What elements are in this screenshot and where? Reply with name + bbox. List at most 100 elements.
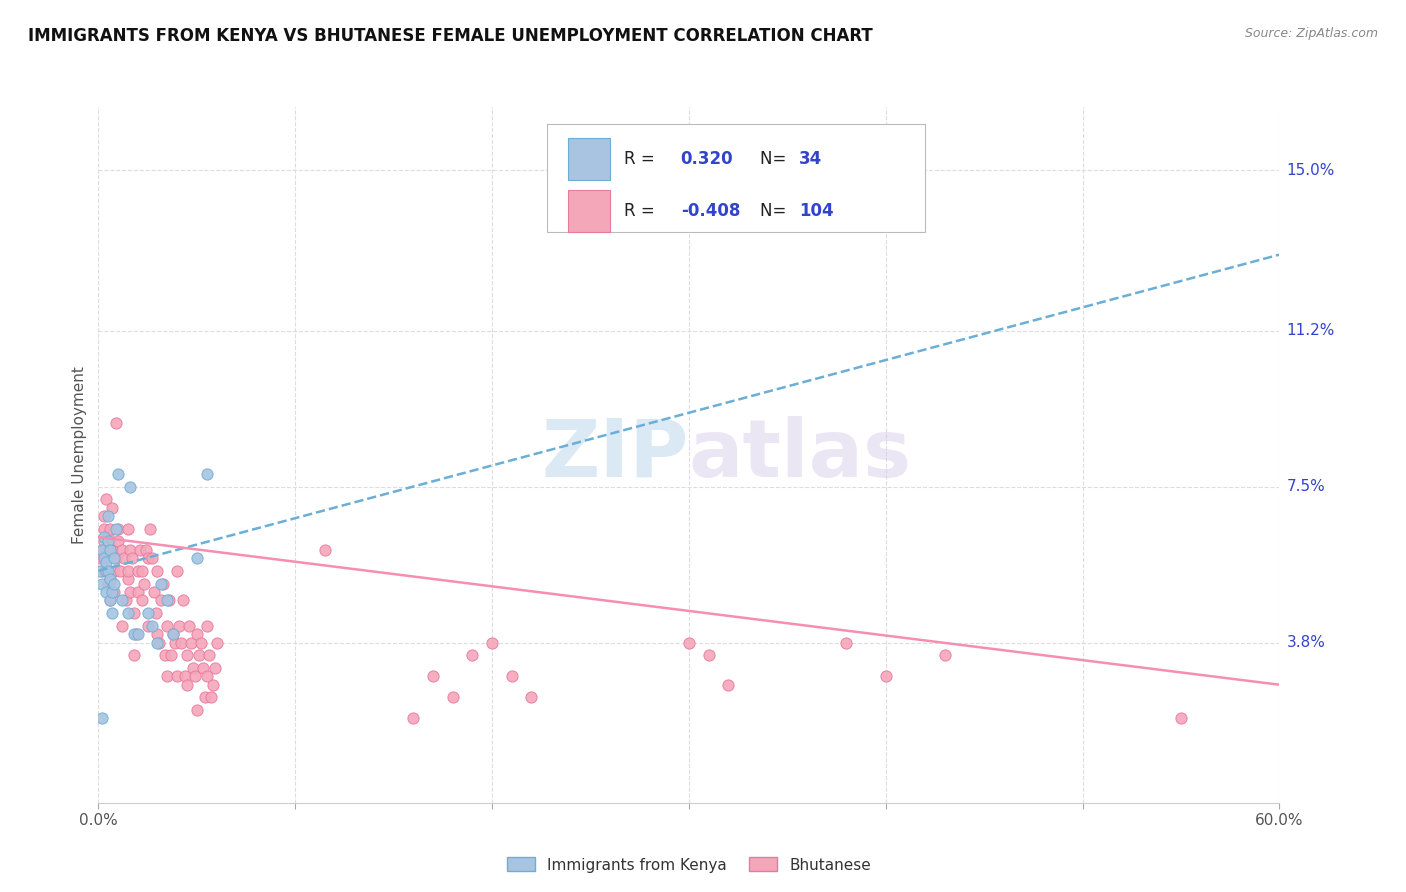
Point (835, 635, 858, 649)
Point (166, 564, 188, 578)
Point (103, 551, 125, 566)
Point (136, 551, 159, 566)
Point (97, 564, 120, 578)
Point (97, 530, 120, 544)
Point (131, 564, 153, 578)
Point (152, 576, 174, 591)
Point (108, 564, 131, 578)
Text: N=: N= (759, 150, 792, 168)
Point (176, 678, 198, 692)
Point (1170, 711, 1192, 725)
Point (93, 509, 115, 524)
Point (93, 530, 115, 544)
Point (197, 648, 219, 663)
Point (200, 690, 222, 705)
Point (98, 572, 121, 586)
Point (127, 585, 149, 599)
Point (97, 534, 120, 549)
Point (150, 593, 173, 607)
Point (461, 648, 484, 663)
Point (717, 678, 740, 692)
Text: IMMIGRANTS FROM KENYA VS BHUTANESE FEMALE UNEMPLOYMENT CORRELATION CHART: IMMIGRANTS FROM KENYA VS BHUTANESE FEMAL… (28, 27, 873, 45)
Point (96, 585, 118, 599)
Point (101, 542, 124, 557)
Point (118, 479, 141, 493)
Point (96, 564, 118, 578)
Point (122, 606, 145, 620)
Point (103, 576, 125, 591)
Point (195, 467, 218, 481)
Point (117, 572, 139, 586)
Text: R =: R = (624, 150, 659, 168)
Text: 0.320: 0.320 (681, 150, 734, 168)
Point (195, 618, 218, 632)
Text: Source: ZipAtlas.com: Source: ZipAtlas.com (1244, 27, 1378, 40)
Point (117, 606, 139, 620)
Point (112, 551, 135, 566)
Point (96, 556, 118, 570)
Point (501, 669, 523, 683)
Point (172, 593, 194, 607)
Point (118, 542, 141, 557)
Point (187, 648, 209, 663)
Bar (568, 190, 610, 232)
FancyBboxPatch shape (547, 124, 925, 232)
Text: 15.0%: 15.0% (1286, 163, 1334, 178)
Point (91, 711, 114, 725)
Point (122, 648, 145, 663)
Point (131, 593, 153, 607)
Point (170, 635, 193, 649)
Point (107, 534, 129, 549)
Point (97, 542, 120, 557)
Point (155, 648, 177, 663)
Point (91, 542, 114, 557)
Point (195, 669, 218, 683)
Point (122, 627, 145, 641)
Legend: Immigrants from Kenya, Bhutanese: Immigrants from Kenya, Bhutanese (501, 851, 877, 879)
Point (91, 576, 114, 591)
Text: N=: N= (759, 202, 792, 219)
Point (98, 522, 121, 536)
Point (481, 635, 503, 649)
Point (128, 542, 150, 557)
Point (162, 627, 184, 641)
Text: atlas: atlas (689, 416, 912, 494)
Point (422, 669, 444, 683)
Point (107, 467, 129, 481)
Point (186, 627, 208, 641)
Y-axis label: Female Unemployment: Female Unemployment (72, 366, 87, 544)
Point (184, 669, 207, 683)
Point (204, 661, 226, 675)
Point (89, 551, 111, 566)
Point (105, 417, 128, 431)
Point (117, 564, 139, 578)
Point (205, 635, 228, 649)
Point (96, 564, 118, 578)
Point (93, 551, 115, 566)
Point (194, 690, 217, 705)
Point (156, 618, 179, 632)
Point (136, 618, 159, 632)
Point (111, 542, 134, 557)
Point (97, 509, 120, 524)
Point (97, 576, 120, 591)
Point (98, 593, 121, 607)
Point (115, 593, 138, 607)
Point (150, 576, 173, 591)
Point (678, 635, 700, 649)
Point (201, 678, 224, 692)
Point (142, 585, 165, 599)
Text: R =: R = (624, 202, 659, 219)
Point (441, 690, 464, 705)
Point (121, 551, 143, 566)
Point (127, 627, 149, 641)
Bar (568, 138, 610, 180)
Point (190, 635, 212, 649)
Point (136, 606, 159, 620)
Point (96, 492, 118, 507)
Point (138, 522, 160, 536)
Text: 3.8%: 3.8% (1286, 635, 1326, 650)
Text: 34: 34 (799, 150, 823, 168)
Point (96, 551, 118, 566)
Point (697, 648, 720, 663)
